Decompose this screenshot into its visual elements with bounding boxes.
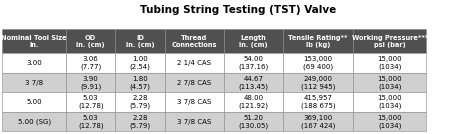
Bar [165,53,224,73]
Text: Tubing String Testing (TST) Valve: Tubing String Testing (TST) Valve [140,5,336,15]
Bar [116,92,165,112]
Text: 153,000
(69 400): 153,000 (69 400) [303,56,333,70]
Bar [354,112,426,131]
Text: Tensile Rating**
lb (kg): Tensile Rating** lb (kg) [288,35,348,48]
Bar [2,112,66,131]
Bar [2,29,66,53]
Text: 15,000
(1034): 15,000 (1034) [377,115,402,129]
Bar [354,53,426,73]
Text: 2.28
(5.79): 2.28 (5.79) [129,115,151,129]
Text: 1.80
(4.57): 1.80 (4.57) [130,76,151,90]
Text: Working Pressure***
psi (bar): Working Pressure*** psi (bar) [352,35,428,48]
Text: 2.28
(5.79): 2.28 (5.79) [129,95,151,109]
Bar [224,29,283,53]
Text: 249,000
(112 945): 249,000 (112 945) [301,76,335,90]
Text: 1.00
(2.54): 1.00 (2.54) [130,56,151,70]
Text: 369,100
(167 424): 369,100 (167 424) [301,115,335,129]
Text: 3 7/8: 3 7/8 [25,80,43,86]
Text: 15,000
(1034): 15,000 (1034) [377,56,402,70]
Bar [66,112,116,131]
Bar [283,53,354,73]
Bar [354,73,426,92]
Bar [2,53,66,73]
Text: 3 7/8 CAS: 3 7/8 CAS [177,99,211,105]
Text: 3.90
(9.91): 3.90 (9.91) [80,76,101,90]
Text: 415,957
(188 675): 415,957 (188 675) [301,95,336,109]
Bar [165,92,224,112]
Text: 54.00
(137.16): 54.00 (137.16) [238,56,268,70]
Text: 5.00 (SG): 5.00 (SG) [18,118,51,125]
Bar [224,92,283,112]
Bar [354,92,426,112]
Bar [116,73,165,92]
Bar [2,73,66,92]
Text: 5.00: 5.00 [26,99,42,105]
Bar [66,29,116,53]
Text: 15,000
(1034): 15,000 (1034) [377,76,402,90]
Text: 3.06
(7.77): 3.06 (7.77) [80,56,101,70]
Bar [116,29,165,53]
Text: 2 7/8 CAS: 2 7/8 CAS [178,80,211,86]
Bar [165,73,224,92]
Bar [2,92,66,112]
Text: 48.00
(121.92): 48.00 (121.92) [238,95,268,109]
Text: Length
in. (cm): Length in. (cm) [239,35,268,48]
Bar [283,112,354,131]
Bar [283,92,354,112]
Text: 3 7/8 CAS: 3 7/8 CAS [177,119,211,125]
Bar [66,53,116,73]
Bar [224,73,283,92]
Bar [224,112,283,131]
Bar [165,112,224,131]
Text: OD
in. (cm): OD in. (cm) [77,35,105,48]
Text: 5.03
(12.78): 5.03 (12.78) [78,95,104,109]
Bar [224,53,283,73]
Text: 5.03
(12.78): 5.03 (12.78) [78,115,104,129]
Bar [165,29,224,53]
Bar [66,92,116,112]
Text: Thread
Connections: Thread Connections [172,35,217,48]
Text: 44.67
(113.45): 44.67 (113.45) [238,76,268,90]
Bar [354,29,426,53]
Bar [283,73,354,92]
Bar [66,73,116,92]
Bar [116,112,165,131]
Text: Nominal Tool Size
in.: Nominal Tool Size in. [1,35,67,48]
Text: 3.00: 3.00 [26,60,42,66]
Text: 2 1/4 CAS: 2 1/4 CAS [178,60,211,66]
Bar [283,29,354,53]
Text: ID
in. (cm): ID in. (cm) [126,35,155,48]
Text: 15,000
(1034): 15,000 (1034) [377,95,402,109]
Bar [116,53,165,73]
Text: 51.20
(130.05): 51.20 (130.05) [238,115,268,129]
